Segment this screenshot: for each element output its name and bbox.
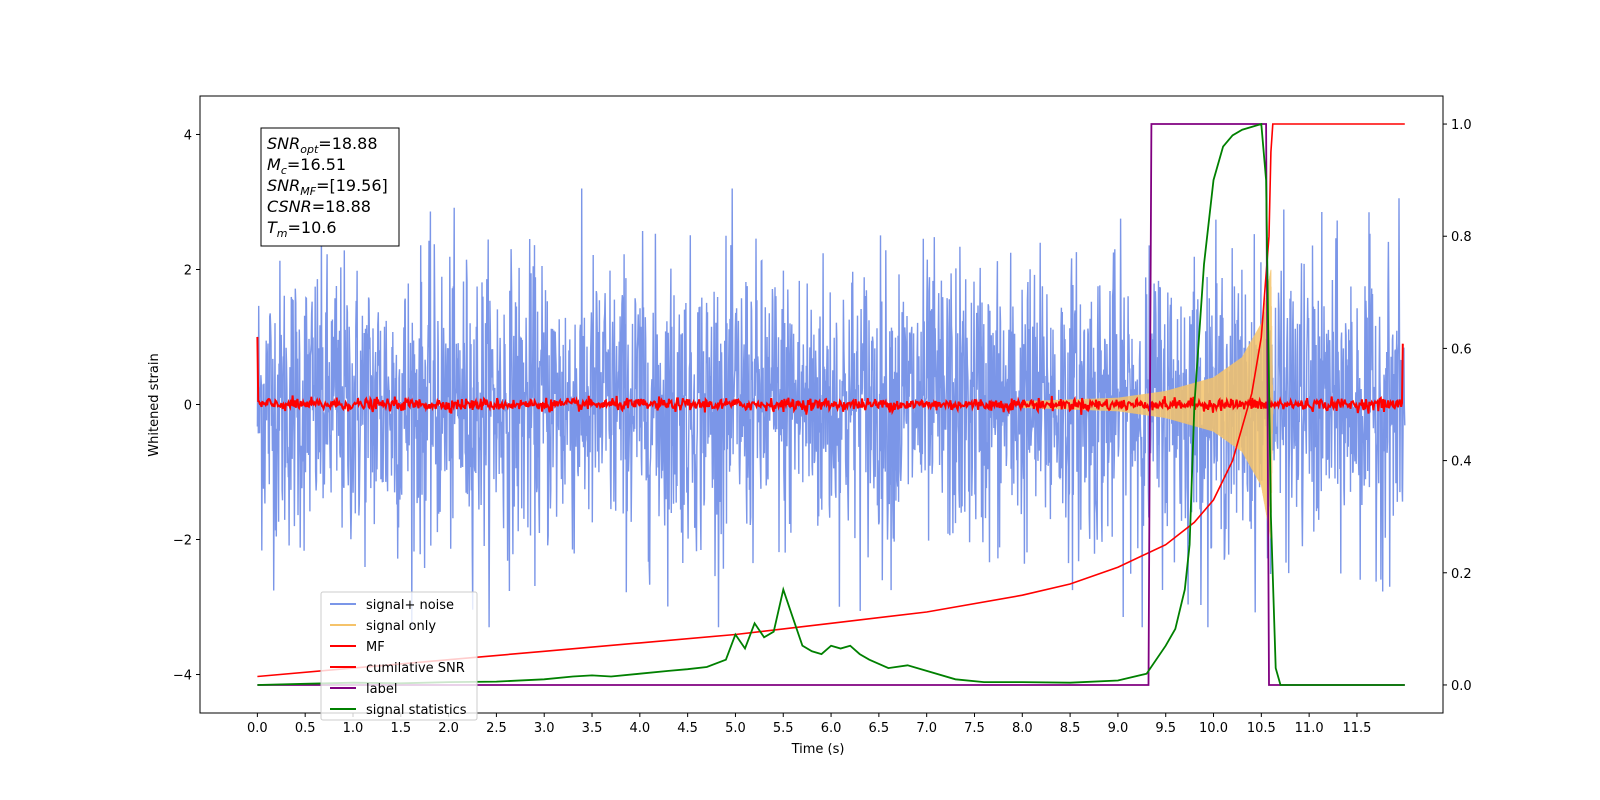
- series-signal-only: [1021, 269, 1274, 539]
- legend-label: signal only: [366, 619, 436, 634]
- legend-label: MF: [366, 640, 385, 655]
- x-tick-label: 8.5: [1060, 721, 1081, 736]
- y-right-tick-label: 0.4: [1451, 455, 1472, 470]
- x-tick-label: 0.5: [295, 721, 316, 736]
- x-tick-label: 2.5: [486, 721, 507, 736]
- info-line-label: M: [267, 155, 281, 174]
- info-line-value: =[19.56]: [316, 176, 388, 195]
- x-tick-label: 6.0: [821, 721, 842, 736]
- x-tick-label: 8.0: [1012, 721, 1033, 736]
- x-tick-label: 3.5: [582, 721, 603, 736]
- info-line-subscript: MF: [300, 185, 316, 198]
- x-tick-label: 2.0: [438, 721, 459, 736]
- x-tick-label: 9.5: [1155, 721, 1176, 736]
- x-tick-label: 1.5: [390, 721, 411, 736]
- legend-item: MF: [330, 640, 385, 655]
- legend-item: signal statistics: [330, 703, 467, 718]
- y-axis-left: −4 −2 0 2 4: [173, 128, 200, 684]
- x-tick-label: 0.0: [247, 721, 268, 736]
- info-line-label: SNR: [267, 176, 300, 195]
- x-axis-label: Time (s): [791, 742, 845, 757]
- legend-label: cumilative SNR: [366, 661, 465, 676]
- x-tick-label: 5.5: [773, 721, 794, 736]
- x-tick-label: 9.0: [1108, 721, 1129, 736]
- plot-series-layer: [256, 122, 1406, 686]
- info-line-label: CSNR: [267, 197, 312, 216]
- info-line-value: =18.88: [312, 197, 371, 216]
- y-left-tick-label: −2: [173, 534, 192, 549]
- info-line-label: T: [267, 218, 278, 237]
- info-line-value: =18.88: [318, 134, 377, 153]
- info-line: SNRopt=18.88: [267, 134, 378, 156]
- info-line: CSNR=18.88: [267, 197, 371, 216]
- info-box-frame: [260, 127, 400, 247]
- y-right-tick-label: 1.0: [1451, 118, 1472, 133]
- info-line-value: =16.51: [287, 155, 346, 174]
- y-left-tick-label: 4: [184, 128, 192, 143]
- x-tick-label: 3.0: [534, 721, 555, 736]
- x-tick-label: 7.0: [916, 721, 937, 736]
- y-right-tick-label: 0.8: [1451, 230, 1472, 245]
- legend-label: signal statistics: [366, 703, 467, 718]
- info-box: SNRopt=18.88Mc=16.51SNRMF=[19.56]CSNR=18…: [260, 127, 400, 247]
- x-tick-label: 1.0: [343, 721, 364, 736]
- series-signal-statistics: [257, 122, 1405, 686]
- info-line-subscript: opt: [300, 143, 319, 156]
- legend-item: cumilative SNR: [330, 661, 465, 676]
- legend-item: label: [330, 682, 397, 697]
- legend-frame: [320, 591, 478, 721]
- legend: signal+ noise signal only MF cumilative SNR…: [320, 591, 478, 721]
- info-line: Mc=16.51: [267, 155, 346, 177]
- info-line-value: =10.6: [288, 218, 337, 237]
- y-right-tick-label: 0.6: [1451, 342, 1472, 357]
- info-line-label: SNR: [267, 134, 300, 153]
- x-tick-label: 5.0: [725, 721, 746, 736]
- x-tick-label: 11.0: [1295, 721, 1324, 736]
- x-tick-label: 7.5: [964, 721, 985, 736]
- x-axis: 0.0 0.5 1.0 1.5 2.0 2.5 3.0 3.5 4.0 4.5 5.0 5.5 6.0 6…: [247, 713, 1371, 736]
- x-tick-label: 11.5: [1342, 721, 1371, 736]
- legend-label: signal+ noise: [366, 598, 454, 613]
- legend-item: signal+ noise: [330, 598, 454, 613]
- info-line: SNRMF=[19.56]: [267, 176, 388, 198]
- y-left-tick-label: 0: [184, 399, 192, 414]
- y-right-tick-label: 0.2: [1451, 567, 1472, 582]
- series-mf: [256, 336, 1404, 416]
- x-tick-label: 4.0: [629, 721, 650, 736]
- legend-label: label: [366, 682, 397, 697]
- y-axis-label: Whitened strain: [147, 353, 162, 456]
- x-tick-label: 10.5: [1247, 721, 1276, 736]
- x-tick-label: 4.5: [677, 721, 698, 736]
- y-left-tick-label: −4: [173, 669, 192, 684]
- legend-item: signal only: [330, 619, 436, 634]
- y-left-tick-label: 2: [184, 263, 192, 278]
- info-line-subscript: m: [277, 227, 288, 240]
- y-right-tick-label: 0.0: [1451, 679, 1472, 694]
- y-axis-right: 0.0 0.2 0.4 0.6 0.8 1.0: [1443, 118, 1472, 694]
- x-tick-label: 10.0: [1199, 721, 1228, 736]
- info-line-subscript: c: [281, 164, 287, 177]
- info-line: Tm=10.6: [267, 218, 337, 240]
- x-tick-label: 6.5: [869, 721, 890, 736]
